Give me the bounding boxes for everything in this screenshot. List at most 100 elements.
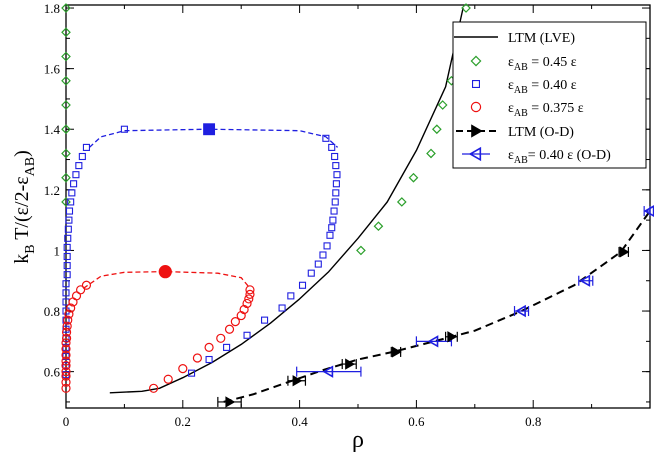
- y-label-end: ): [11, 150, 33, 157]
- data-markers: [61, 3, 654, 408]
- y-label-mid: T/(ε/2-ε: [11, 176, 33, 244]
- diamond-marker: [373, 221, 384, 232]
- square-marker: [330, 207, 338, 215]
- legend-label-text: ε: [508, 78, 514, 93]
- y-label-main: k: [11, 254, 33, 264]
- circle-marker: [245, 285, 255, 295]
- circle-marker: [66, 303, 76, 313]
- square-marker: [63, 262, 71, 270]
- legend-triangle-right-marker: [471, 124, 483, 138]
- triangle-right-marker: [225, 396, 236, 408]
- square-marker: [63, 252, 71, 261]
- square-marker: [72, 171, 80, 179]
- legend-triangle-left-marker: [468, 146, 482, 162]
- square-marker: [331, 198, 339, 206]
- circle-marker: [61, 377, 71, 387]
- circle-marker: [61, 367, 71, 377]
- legend-label-subscript: AB: [514, 155, 528, 166]
- square-marker: [62, 307, 70, 315]
- y-tick-label: 1.4: [44, 122, 61, 137]
- circle-marker: [62, 321, 72, 331]
- square-marker: [70, 180, 78, 188]
- diamond-marker: [426, 148, 436, 159]
- square-marker: [307, 269, 315, 277]
- square-marker: [64, 234, 72, 242]
- circle-marker: [61, 338, 71, 348]
- legend-label-e040_od: εAB= 0.40 ε (O-D): [508, 148, 611, 166]
- legend-label-subscript: AB: [514, 108, 528, 119]
- circle-marker: [61, 371, 71, 381]
- square-marker: [78, 152, 86, 161]
- x-axis-label: ρ: [352, 427, 364, 453]
- error-bars: [217, 206, 651, 407]
- diamond-marker: [356, 245, 366, 256]
- y-tick-label: 0.8: [44, 304, 60, 319]
- triangle-right-marker: [391, 346, 402, 358]
- circle-marker: [244, 294, 254, 304]
- legend-label-text: ε: [508, 148, 514, 163]
- circle-marker: [61, 356, 71, 366]
- y-tick-label: 1.8: [44, 1, 60, 16]
- square-marker: [298, 281, 307, 289]
- square-marker: [65, 207, 74, 215]
- square-marker: [287, 292, 295, 300]
- y-tick-label: 1.2: [44, 183, 60, 198]
- x-tick-label: 0.8: [525, 414, 541, 429]
- circle-marker: [216, 333, 226, 343]
- square-marker: [120, 125, 128, 133]
- diamond-marker: [61, 172, 71, 183]
- square-marker: [331, 152, 339, 161]
- square-marker: [323, 242, 331, 250]
- square-marker: [205, 355, 213, 364]
- circle-marker: [63, 315, 73, 325]
- legend-label-subscript: AB: [514, 62, 528, 73]
- legend-label-e045: εAB = 0.45 ε: [508, 55, 577, 73]
- diamond-marker: [61, 148, 71, 159]
- square-marker: [67, 198, 75, 206]
- circle-marker: [149, 383, 159, 393]
- legend-label-subscript: AB: [514, 85, 528, 96]
- circle-marker: [64, 309, 74, 319]
- triangle-left-marker: [515, 304, 526, 318]
- circle-marker: [163, 374, 173, 384]
- legend-label-ltm_od: LTM (O-D): [508, 125, 574, 140]
- legend-label-e0375: εAB = 0.375 ε: [508, 101, 584, 119]
- square-marker: [62, 280, 70, 288]
- square-marker: [329, 216, 337, 224]
- diamond-marker: [61, 51, 71, 62]
- circle-marker: [61, 344, 71, 354]
- legend-label-ltm_lve: LTM (LVE): [508, 31, 575, 46]
- triangle-left-marker: [579, 274, 591, 287]
- square-marker: [65, 216, 73, 224]
- legend-label-value: = 0.40 ε (O-D): [528, 148, 611, 163]
- circle-marker: [245, 289, 255, 299]
- circle-marker: [242, 298, 252, 309]
- square-marker: [332, 162, 340, 170]
- square-marker: [62, 362, 70, 370]
- legend-label-value: = 0.40 ε: [528, 78, 577, 93]
- triangle-right-marker: [447, 331, 458, 343]
- legend-label-value: = 0.375 ε: [528, 101, 584, 116]
- diamond-marker: [431, 124, 442, 135]
- triangle-right-marker: [345, 358, 356, 370]
- square-marker: [223, 343, 231, 351]
- diamond-marker: [396, 197, 407, 207]
- x-tick-label: 0.4: [291, 414, 308, 429]
- circle-marker: [239, 304, 249, 315]
- series-line-3: [83, 270, 251, 289]
- y-tick-label: 1.6: [44, 62, 61, 77]
- diamond-marker: [61, 100, 71, 110]
- square-marker: [75, 162, 83, 170]
- square-marker: [314, 260, 322, 268]
- circle-marker: [75, 285, 86, 295]
- circle-marker: [178, 364, 188, 374]
- legend-label-value: = 0.45 ε: [528, 55, 577, 70]
- circle-marker: [224, 324, 235, 334]
- square-marker: [326, 231, 334, 239]
- y-label-sub2: AB: [23, 157, 38, 176]
- circle-marker: [61, 333, 72, 343]
- series-line-0: [109, 7, 464, 394]
- square-marker: [278, 304, 286, 312]
